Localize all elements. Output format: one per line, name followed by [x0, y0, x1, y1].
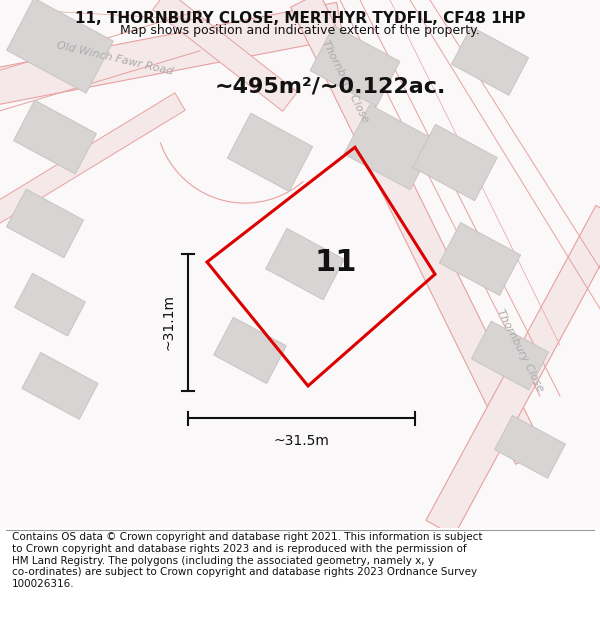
Text: Thornbury Close: Thornbury Close — [495, 308, 545, 393]
Polygon shape — [472, 321, 548, 390]
Text: Old Winch Fawr Road: Old Winch Fawr Road — [56, 41, 174, 78]
Polygon shape — [310, 26, 400, 106]
Text: Contains OS data © Crown copyright and database right 2021. This information is : Contains OS data © Crown copyright and d… — [12, 532, 482, 589]
Polygon shape — [413, 124, 497, 201]
Polygon shape — [22, 352, 98, 419]
Polygon shape — [227, 113, 313, 191]
Text: 11: 11 — [315, 248, 358, 277]
Polygon shape — [14, 273, 85, 336]
Polygon shape — [439, 222, 521, 296]
Polygon shape — [451, 27, 529, 95]
Polygon shape — [0, 2, 343, 109]
Polygon shape — [7, 189, 83, 258]
Polygon shape — [266, 228, 344, 300]
Polygon shape — [494, 416, 565, 478]
Text: ~495m²/~0.122ac.: ~495m²/~0.122ac. — [214, 76, 446, 96]
Polygon shape — [426, 206, 600, 536]
Text: Thornbury Close: Thornbury Close — [320, 38, 370, 124]
Polygon shape — [7, 0, 113, 93]
Text: ~31.1m: ~31.1m — [161, 294, 175, 351]
Polygon shape — [152, 0, 298, 111]
Text: Map shows position and indicative extent of the property.: Map shows position and indicative extent… — [120, 24, 480, 37]
Polygon shape — [290, 0, 544, 464]
Text: ~31.5m: ~31.5m — [274, 434, 329, 447]
Polygon shape — [14, 100, 97, 174]
Polygon shape — [214, 318, 286, 384]
Polygon shape — [344, 105, 436, 190]
Polygon shape — [0, 93, 185, 232]
Text: 11, THORNBURY CLOSE, MERTHYR TYDFIL, CF48 1HP: 11, THORNBURY CLOSE, MERTHYR TYDFIL, CF4… — [75, 11, 525, 26]
